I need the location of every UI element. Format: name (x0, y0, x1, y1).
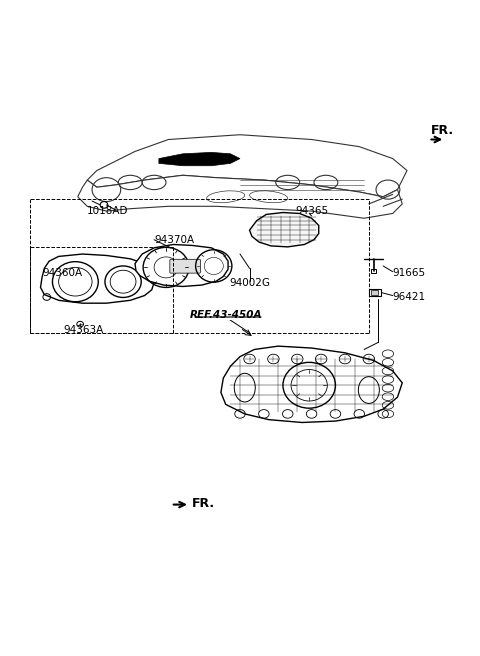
Bar (371, 270, 376, 273)
Text: FR.: FR. (192, 497, 216, 510)
Text: 1018AD: 1018AD (87, 206, 129, 216)
Polygon shape (78, 175, 402, 218)
Text: 94360A: 94360A (42, 268, 82, 278)
Text: 94365: 94365 (295, 206, 328, 216)
Polygon shape (40, 254, 154, 303)
Bar (369, 289, 381, 296)
Text: REF.43-450A: REF.43-450A (190, 310, 262, 320)
Polygon shape (135, 245, 228, 287)
Polygon shape (221, 346, 402, 422)
Text: 91665: 91665 (393, 268, 426, 278)
Text: 94370A: 94370A (154, 235, 194, 245)
Text: FR.: FR. (431, 124, 454, 137)
Text: 94002G: 94002G (229, 277, 270, 288)
Polygon shape (159, 152, 240, 166)
Text: 94363A: 94363A (63, 325, 104, 335)
Bar (371, 290, 378, 295)
Polygon shape (87, 134, 407, 197)
FancyBboxPatch shape (170, 259, 200, 273)
Text: 96421: 96421 (393, 292, 426, 302)
Polygon shape (250, 213, 319, 247)
